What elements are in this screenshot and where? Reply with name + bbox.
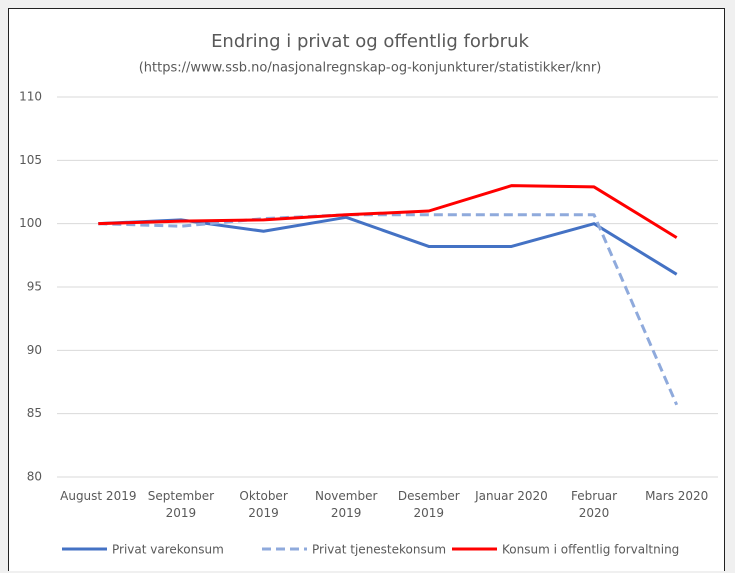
- x-tick-label: September 2019: [147, 489, 215, 520]
- series-line: [98, 213, 679, 406]
- chart-title: Endring i privat og offentlig forbruk: [211, 31, 529, 52]
- x-tick-label: August 2019: [60, 489, 137, 503]
- y-tick-label: 85: [27, 406, 42, 420]
- y-tick-label: 80: [27, 470, 42, 484]
- x-tick-label: Desember 2019: [397, 489, 460, 520]
- x-tick-label: Januar 2020: [475, 489, 548, 503]
- x-tick-label: Mars 2020: [645, 489, 709, 503]
- chart-subtitle: (https://www.ssb.no/nasjonalregnskap-og-…: [139, 61, 602, 76]
- y-tick-label: 100: [19, 216, 42, 230]
- legend-label: Konsum i offentlig forvaltning: [502, 543, 679, 557]
- y-tick-label: 110: [19, 90, 42, 104]
- x-tick-label: Oktober 2019: [239, 489, 288, 520]
- x-tick-label: Februar 2020: [571, 489, 618, 520]
- legend-label: Privat tjenestekonsum: [312, 543, 446, 557]
- y-tick-label: 95: [27, 280, 42, 294]
- y-tick-label: 90: [27, 343, 42, 357]
- y-tick-label: 105: [19, 153, 42, 167]
- x-tick-label: November 2019: [314, 489, 378, 520]
- series-line: [98, 184, 678, 239]
- legend-label: Privat varekonsum: [112, 543, 224, 557]
